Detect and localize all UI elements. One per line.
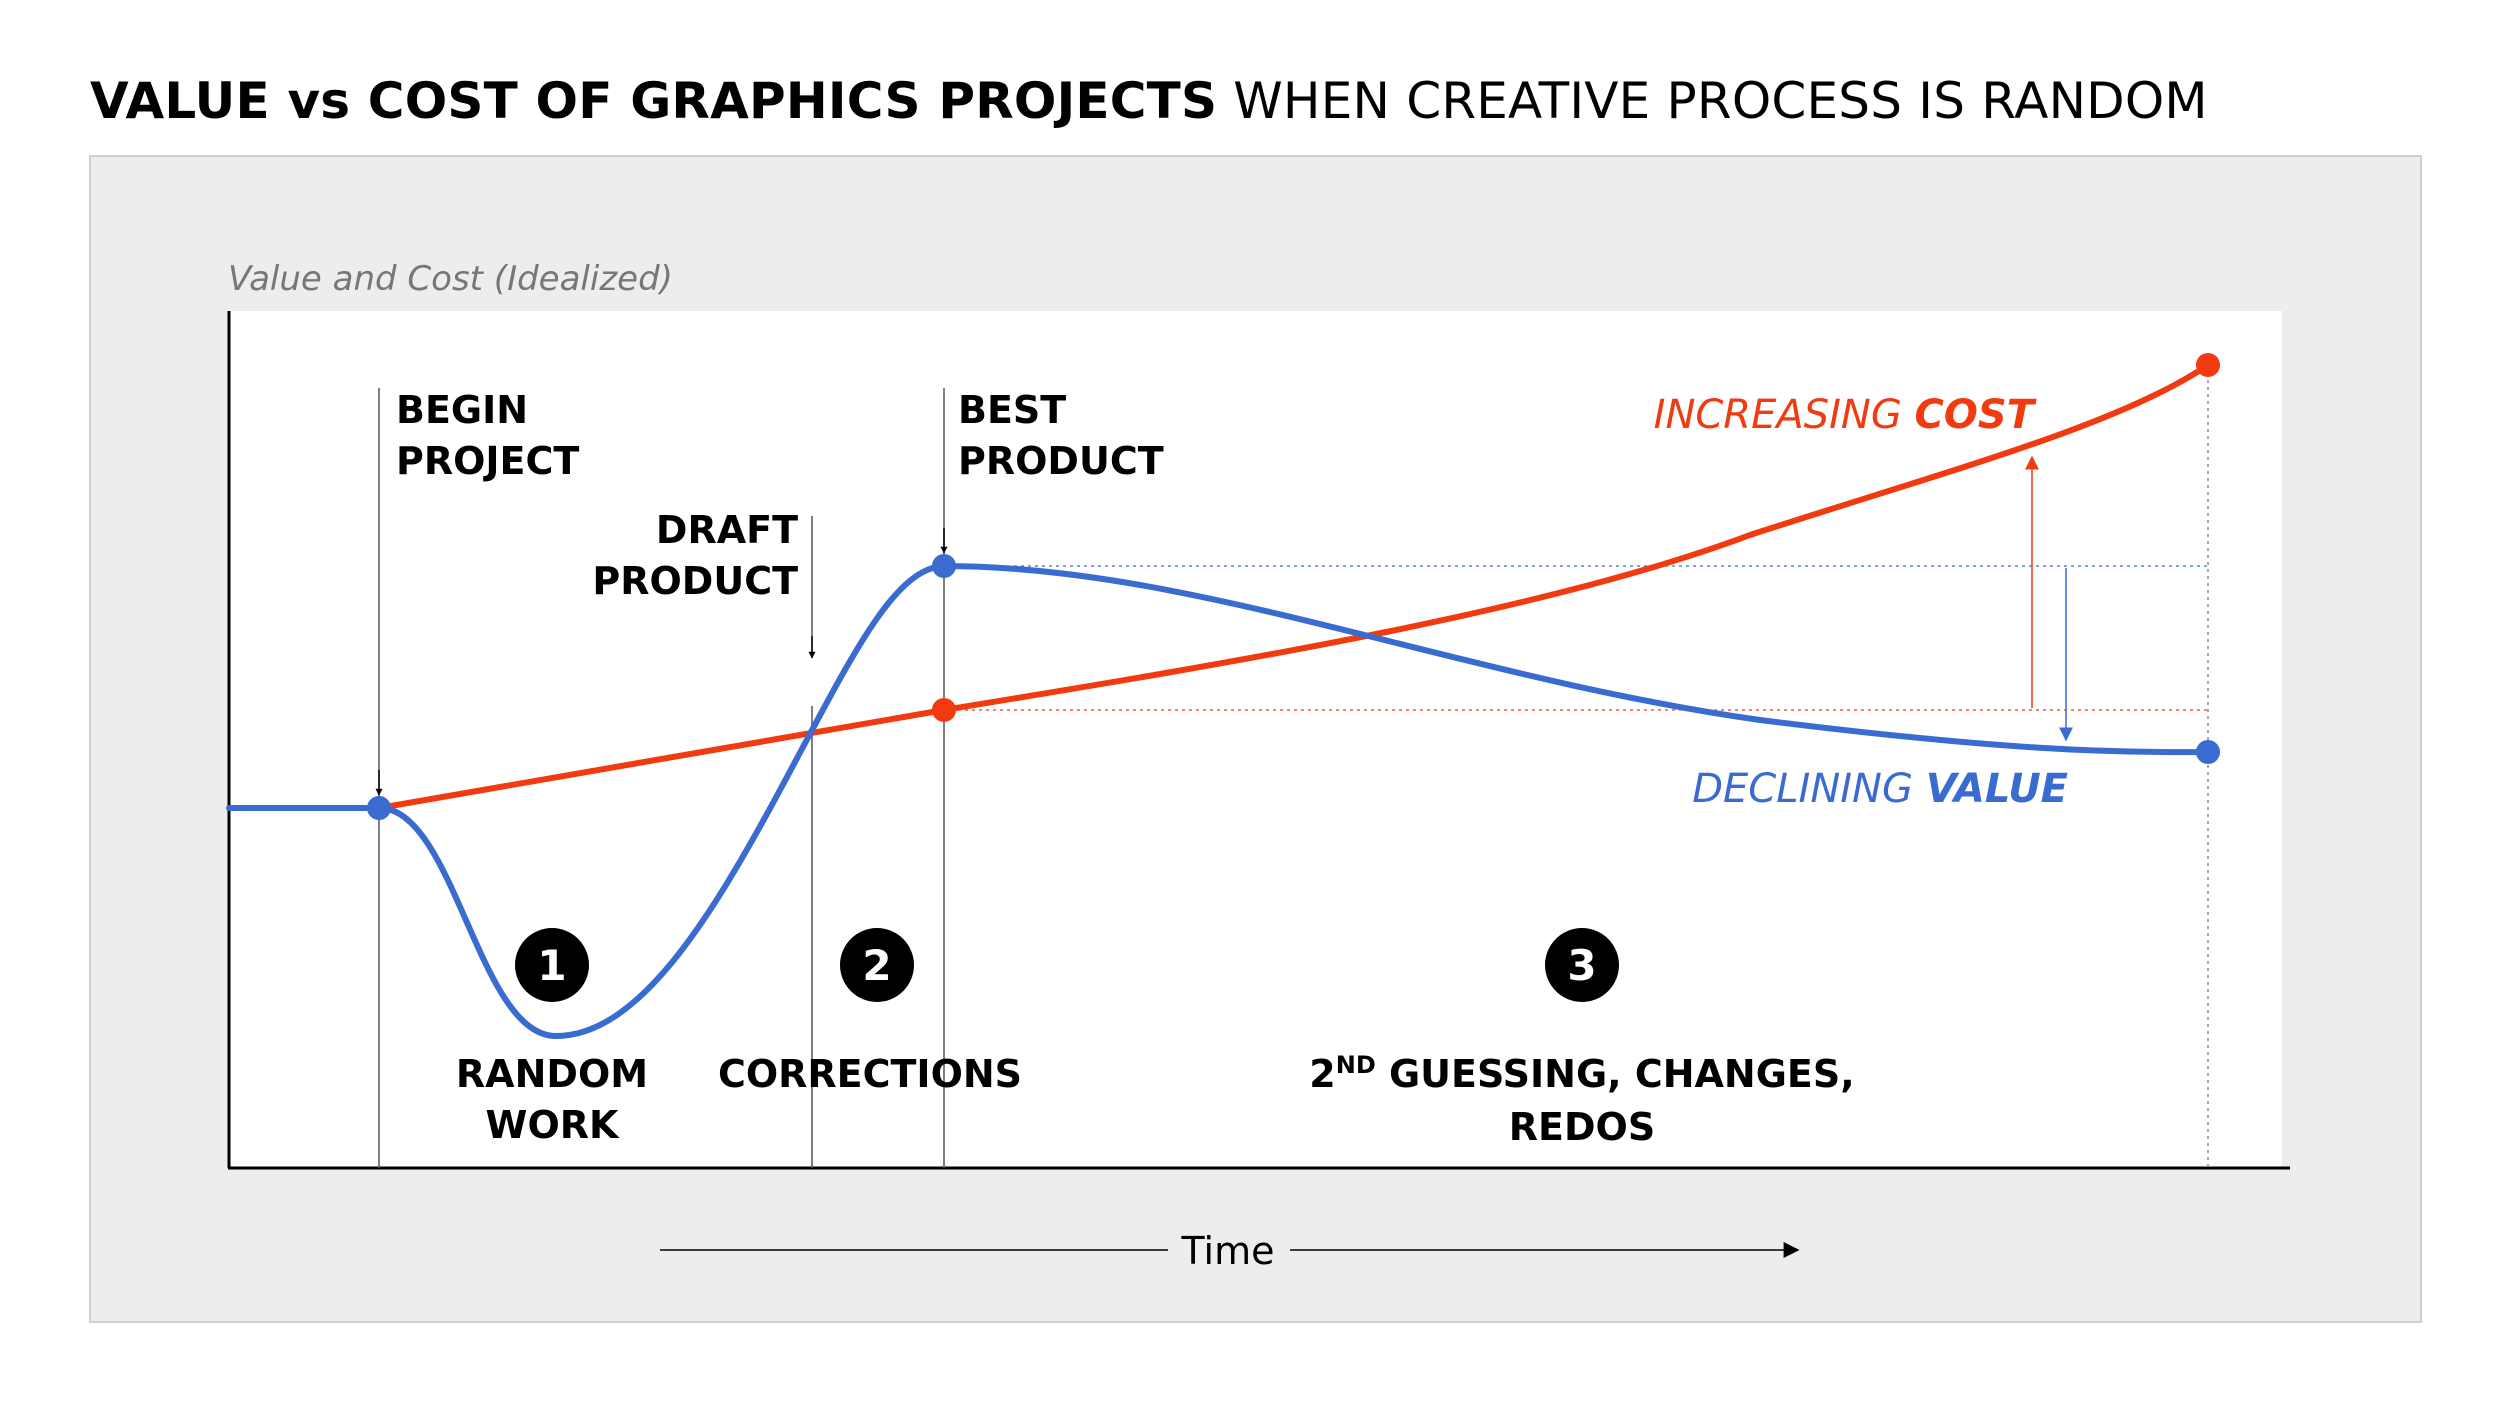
cost-series-label: INCREASING COST	[1654, 392, 2037, 438]
phase-3-label-line1: 2ND GUESSING, CHANGES,	[1309, 1051, 1854, 1096]
phase-1-label-line1: RANDOM	[456, 1052, 648, 1096]
phase-3-superscript: ND	[1336, 1051, 1376, 1079]
begin-label-line2: PROJECT	[396, 439, 579, 483]
phase-3-ordinal: 2	[1309, 1052, 1335, 1096]
phase-3-label-line2: REDOS	[1509, 1105, 1655, 1149]
phase-3-badge	[1545, 928, 1619, 1002]
phase-2-badge	[840, 928, 914, 1002]
cost-label-prefix: INCREASING	[1654, 392, 1902, 438]
value-point-end	[2196, 740, 2220, 764]
value-label-emph: VALUE	[1926, 766, 2068, 812]
cost-curve	[376, 362, 2211, 811]
x-axis-label: Time	[1181, 1229, 1275, 1273]
value-label-prefix: DECLINING	[1692, 766, 1913, 812]
phase-3-number: 3	[1567, 941, 1596, 990]
phase-3-label-rest: GUESSING, CHANGES,	[1376, 1052, 1855, 1096]
best-label-line2: PRODUCT	[958, 439, 1164, 483]
title-bold: VALUE vs COST OF GRAPHICS PROJECTS	[90, 72, 1218, 130]
cost-point-best	[932, 698, 956, 722]
page-title: VALUE vs COST OF GRAPHICS PROJECTS WHEN …	[90, 72, 2208, 130]
cost-point-end	[2196, 353, 2220, 377]
phase-1-label-line2: WORK	[486, 1103, 620, 1147]
draft-label-line2: PRODUCT	[592, 559, 798, 603]
phase-2-number: 2	[862, 941, 891, 990]
title-subtitle: WHEN CREATIVE PROCESS IS RANDOM	[1233, 72, 2208, 130]
value-point-best	[932, 554, 956, 578]
value-point-begin	[367, 796, 391, 820]
best-label-line1: BEST	[958, 388, 1066, 432]
y-axis-label: Value and Cost (Idealized)	[228, 259, 673, 299]
value-series-label: DECLINING VALUE	[1692, 766, 2068, 812]
phase-2-label: CORRECTIONS	[718, 1052, 1022, 1096]
draft-label-line1: DRAFT	[656, 508, 798, 552]
phase-1-badge	[515, 928, 589, 1002]
value-curve	[226, 562, 2211, 1040]
cost-label-emph: COST	[1915, 392, 2037, 438]
begin-label-line1: BEGIN	[396, 388, 528, 432]
phase-1-number: 1	[537, 941, 566, 990]
